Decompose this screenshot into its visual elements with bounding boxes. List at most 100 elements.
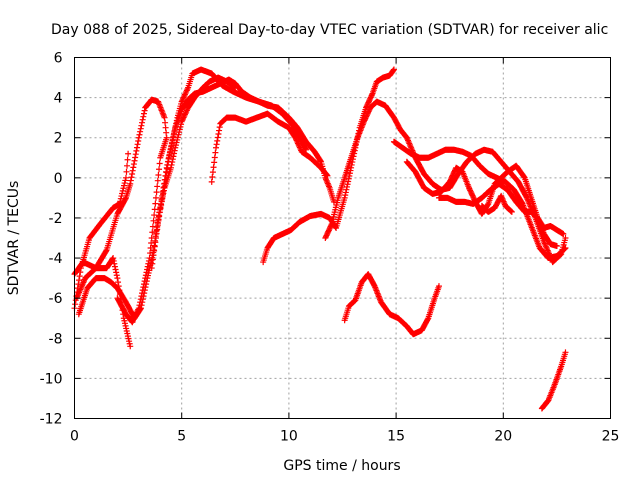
y-tick-label: -2 [49,211,63,227]
data-point [111,260,118,267]
data-point [156,166,163,173]
data-point [167,148,174,155]
data-point [216,127,223,134]
x-tick-label: 10 [280,429,298,445]
data-point [211,154,218,161]
data-point [156,209,163,216]
data-point [148,265,155,272]
data-point [166,151,173,158]
data-point [149,260,156,267]
y-tick-label: 0 [54,171,63,187]
data-point [138,302,145,309]
data-point [113,272,120,279]
data-point [141,287,148,294]
data-point [143,278,150,285]
data-point [138,122,145,129]
data-point [154,223,161,230]
data-point [168,142,175,149]
x-tick-label: 5 [177,429,186,445]
series-track-1 [71,150,132,312]
data-point [113,269,120,276]
data-point [152,194,159,201]
data-point [132,151,139,158]
series-track-12 [435,180,567,237]
data-point [171,127,178,134]
data-point [165,154,172,161]
series-track-9 [322,98,569,266]
data-point [507,207,514,214]
data-point [162,124,169,131]
data-point [158,198,165,205]
data-point [150,252,157,259]
data-point [521,173,528,180]
data-point [151,247,158,254]
data-point [210,164,217,171]
data-point [151,206,158,213]
y-tick-label: -4 [49,251,63,267]
data-point [163,129,170,136]
data-point [157,205,164,212]
data-point [152,239,159,246]
y-axis-title: SDTVAR / TECUs [6,181,22,296]
data-point [121,182,128,189]
data-point [177,123,184,130]
data-point [124,156,131,163]
data-point [158,202,165,209]
data-point [156,212,163,219]
data-point [170,133,177,140]
data-point [172,142,179,149]
data-point [213,144,220,151]
data-point [131,157,138,164]
y-tick-label: -10 [40,371,63,387]
data-point [133,144,140,151]
data-point [151,243,158,250]
data-point [140,293,147,300]
data-point [141,290,148,297]
data-point [508,208,515,215]
data-point [141,107,148,114]
x-tick-label: 0 [70,429,79,445]
data-point [135,134,142,141]
data-point [139,116,146,123]
data-point [303,146,310,153]
data-point [127,180,134,187]
data-point [155,216,162,223]
data-point [216,124,223,131]
x-tick-label: 15 [387,429,405,445]
data-point [562,349,569,356]
data-point [123,168,130,175]
data-point [72,301,79,308]
data-point [118,303,125,310]
series-track-10 [390,138,569,262]
data-point [147,245,154,252]
data-point [128,174,135,181]
data-point [152,200,159,207]
data-point [127,343,134,350]
data-point [167,145,174,152]
data-point [142,284,149,291]
data-point [157,154,164,161]
data-point [119,307,126,314]
data-point [134,141,141,148]
series-track-15 [538,349,569,412]
data-point [119,190,126,197]
data-point [153,227,160,234]
x-tick-label: 25 [602,429,620,445]
data-point [390,67,397,74]
series-track-7 [208,110,331,185]
data-point [562,245,569,252]
data-point [140,110,147,117]
data-point [143,281,150,288]
x-axis-title: GPS time / hours [283,458,400,474]
data-point [133,147,140,154]
data-point [161,114,168,121]
data-point [562,235,569,241]
data-point [137,125,144,132]
data-point [137,305,144,312]
y-tick-label: 6 [54,51,63,67]
data-point [118,193,125,200]
data-point [110,257,117,264]
data-point [112,266,119,273]
y-tick-label: -12 [40,412,63,428]
